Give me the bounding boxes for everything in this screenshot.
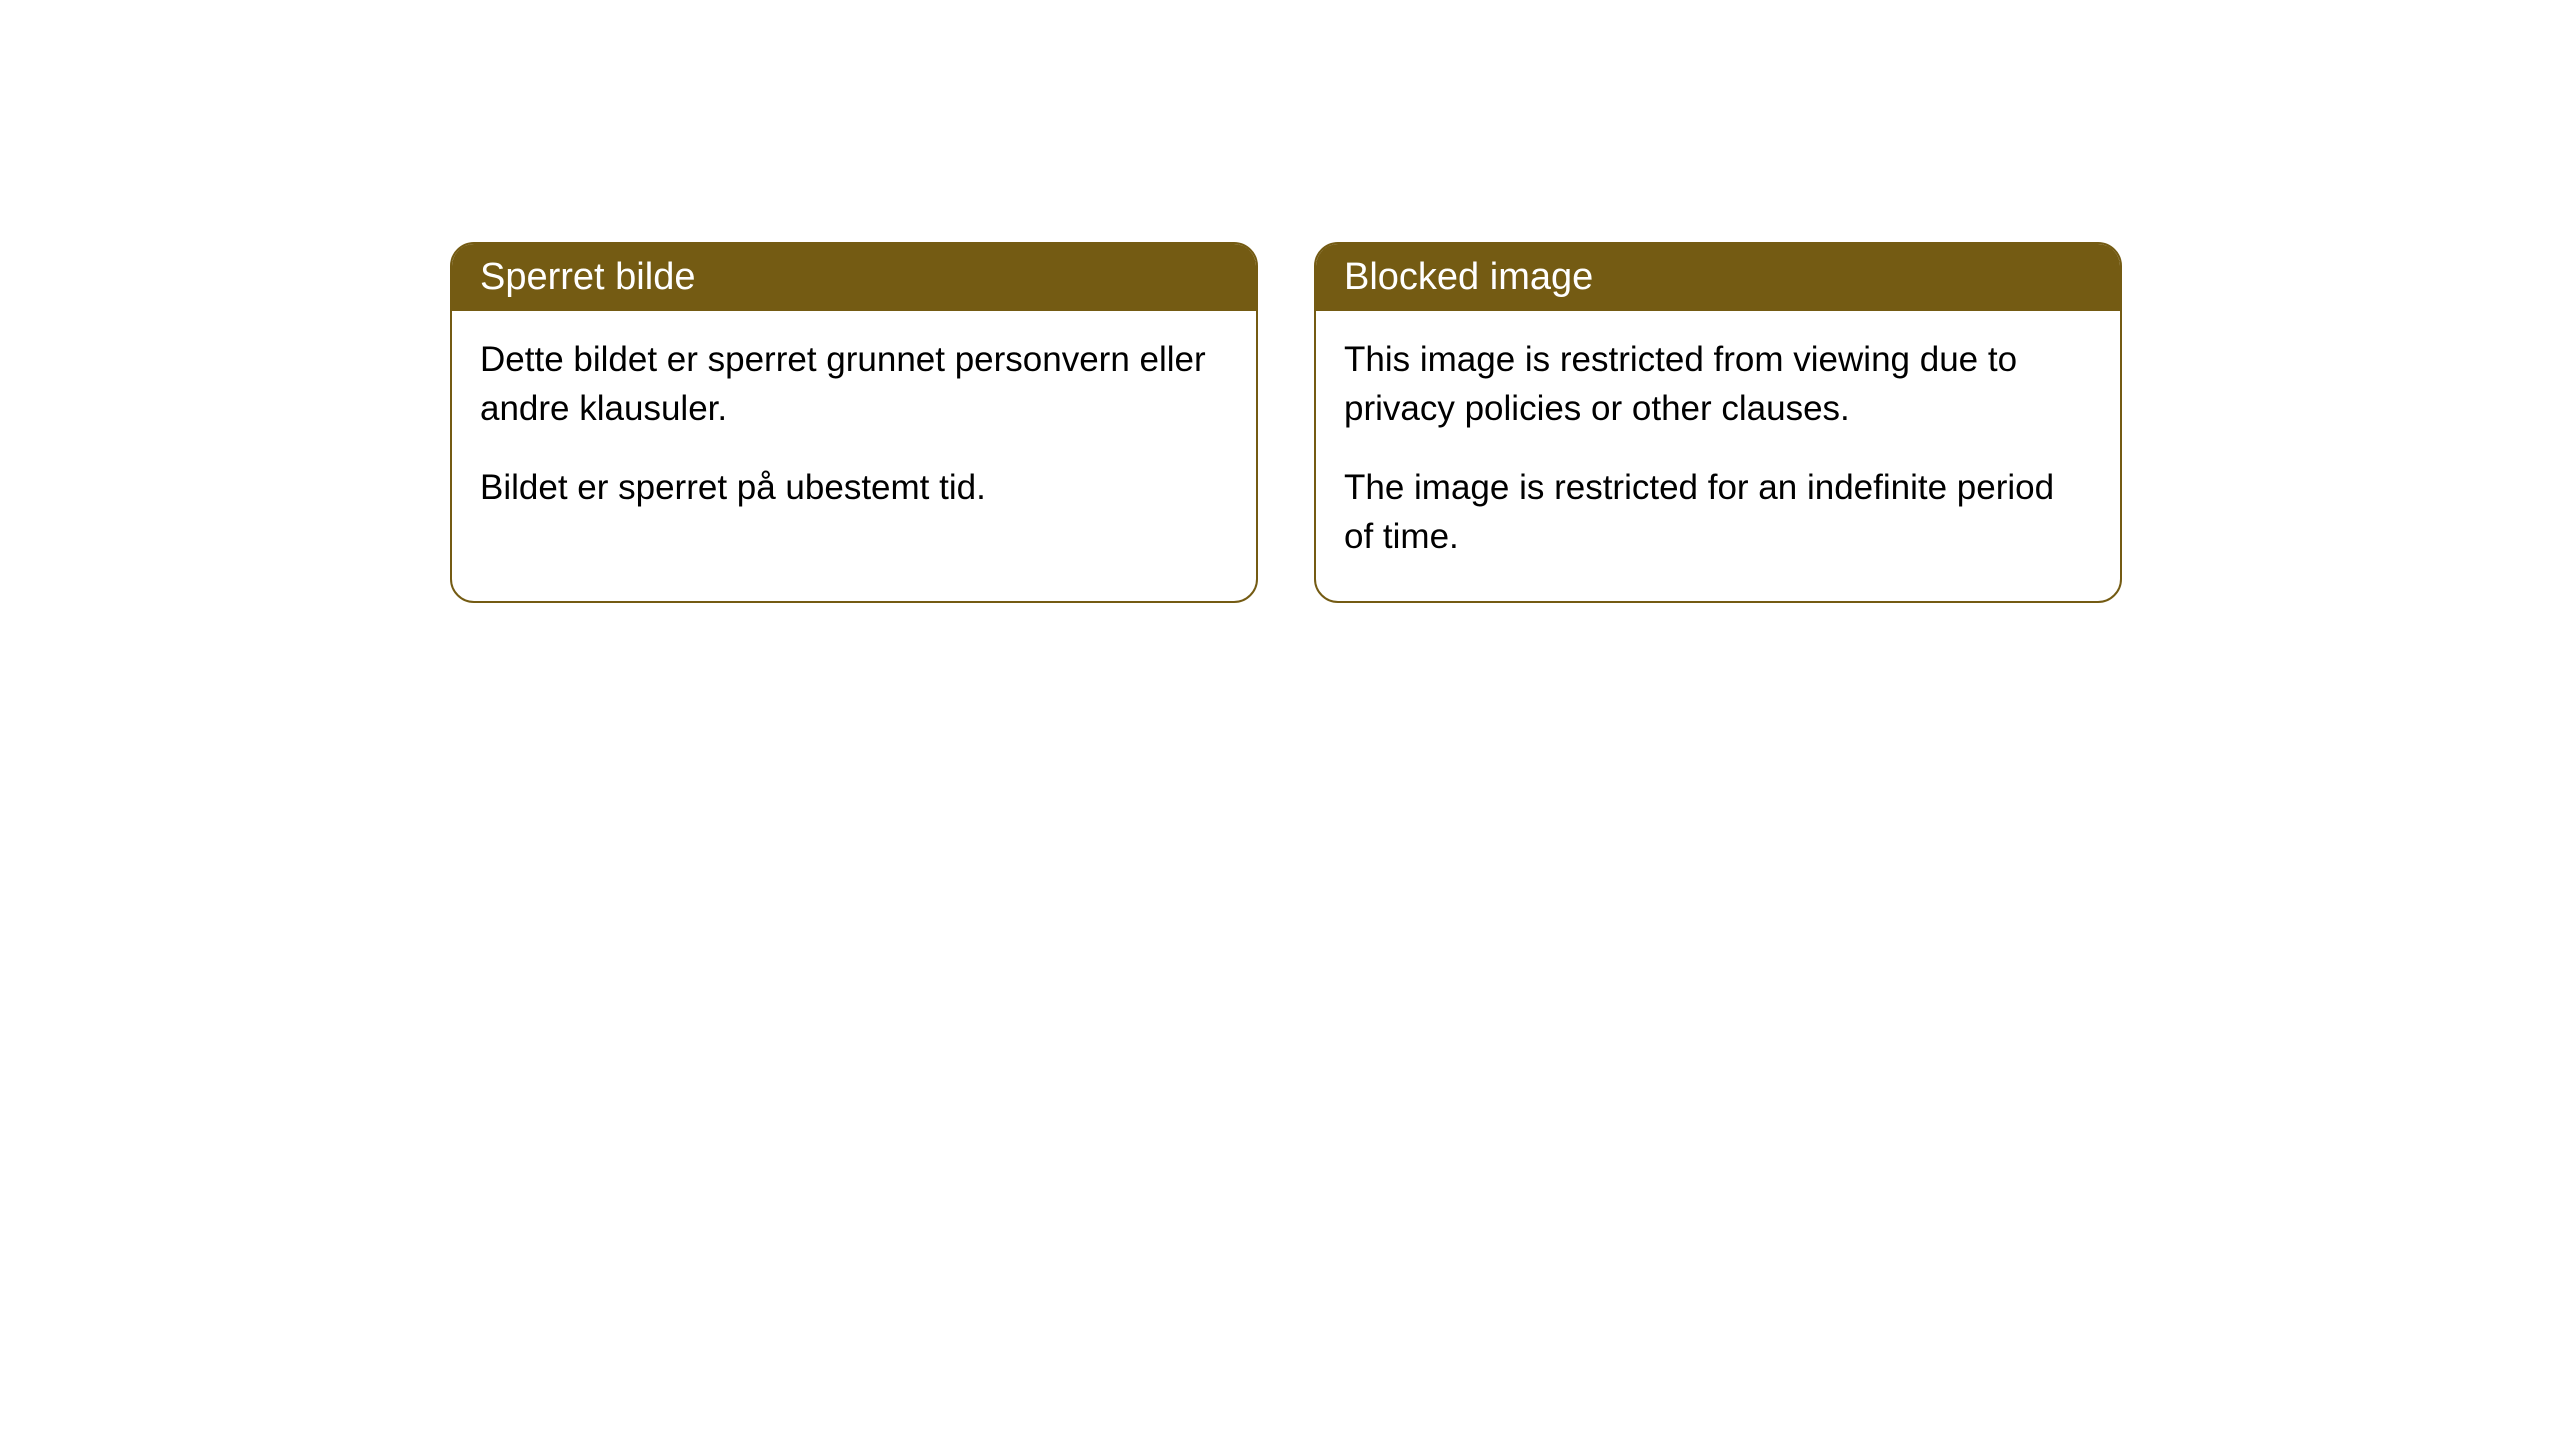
notice-card-english: Blocked image This image is restricted f… [1314, 242, 2122, 603]
card-paragraph: Bildet er sperret på ubestemt tid. [480, 463, 1228, 512]
card-paragraph: The image is restricted for an indefinit… [1344, 463, 2092, 561]
notice-card-norwegian: Sperret bilde Dette bildet er sperret gr… [450, 242, 1258, 603]
card-header: Blocked image [1316, 244, 2120, 311]
card-paragraph: This image is restricted from viewing du… [1344, 335, 2092, 433]
card-paragraph: Dette bildet er sperret grunnet personve… [480, 335, 1228, 433]
card-header: Sperret bilde [452, 244, 1256, 311]
card-body: This image is restricted from viewing du… [1316, 311, 2120, 601]
notice-cards-container: Sperret bilde Dette bildet er sperret gr… [0, 0, 2560, 603]
card-title: Sperret bilde [480, 256, 695, 298]
card-title: Blocked image [1344, 256, 1593, 298]
card-body: Dette bildet er sperret grunnet personve… [452, 311, 1256, 552]
